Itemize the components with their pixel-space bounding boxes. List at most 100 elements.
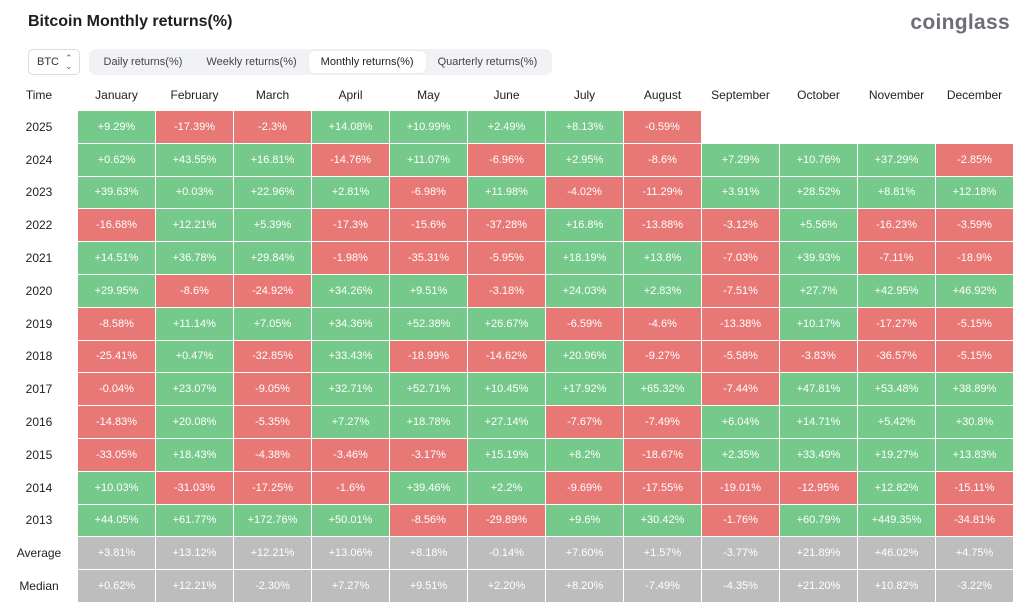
return-cell: -5.35% xyxy=(234,406,311,438)
return-cell: +2.95% xyxy=(546,143,623,176)
return-cell: +172.76% xyxy=(234,504,311,537)
return-cell: -3.83% xyxy=(780,340,857,373)
return-cell: -17.27% xyxy=(858,307,935,340)
return-cell: +11.14% xyxy=(156,307,233,340)
return-cell: -16.23% xyxy=(858,209,935,242)
return-cell: -18.99% xyxy=(390,340,467,373)
return-cell: +18.78% xyxy=(390,406,467,438)
asset-select[interactable]: BTC ⌃ ⌄ xyxy=(28,49,80,75)
column-header-may: May xyxy=(390,79,467,110)
summary-value-cell: -4.35% xyxy=(702,570,779,602)
return-cell: +10.03% xyxy=(78,471,155,504)
table-header-row: Time January February March April May June Jul… xyxy=(1,79,1013,110)
year-cell: 2016 xyxy=(1,406,77,438)
return-cell: -18.67% xyxy=(624,438,701,471)
table-row: 2022 -16.68% +12.21% +5.39% -17.3% -15.6% -37.… xyxy=(1,209,1013,242)
return-cell: -16.68% xyxy=(78,209,155,242)
table-row: 2023 +39.63% +0.03% +22.96% +2.81% -6.98% +11.… xyxy=(1,176,1013,209)
return-cell: -2.3% xyxy=(234,111,311,143)
return-cell: +23.07% xyxy=(156,373,233,406)
return-cell xyxy=(936,111,1013,143)
return-cell xyxy=(858,111,935,143)
return-cell: -33.05% xyxy=(78,438,155,471)
column-header-july: July xyxy=(546,79,623,110)
return-cell: -4.38% xyxy=(234,438,311,471)
summary-value-cell: +8.20% xyxy=(546,570,623,602)
tab-monthly-returns[interactable]: Monthly returns(%) xyxy=(308,51,426,73)
tab-daily-returns[interactable]: Daily returns(%) xyxy=(103,56,183,68)
summary-value-cell: -2.30% xyxy=(234,570,311,602)
return-cell xyxy=(702,111,779,143)
table-row: 2013 +44.05% +61.77% +172.76% +50.01% -8.56% -… xyxy=(1,504,1013,537)
return-cell: -6.96% xyxy=(468,143,545,176)
tab-weekly-returns[interactable]: Weekly returns(%) xyxy=(206,56,297,68)
table-body: 2025 +9.29% -17.39% -2.3% +14.08% +10.99% +2.4… xyxy=(1,111,1013,602)
return-cell: -7.44% xyxy=(702,373,779,406)
return-cell: +26.67% xyxy=(468,307,545,340)
return-cell: +34.36% xyxy=(312,307,389,340)
return-cell: -1.6% xyxy=(312,471,389,504)
return-cell: +0.47% xyxy=(156,340,233,373)
return-cell: -14.62% xyxy=(468,340,545,373)
summary-value-cell: -0.14% xyxy=(468,537,545,570)
year-cell: 2019 xyxy=(1,307,77,340)
return-cell: +2.81% xyxy=(312,176,389,209)
column-header-april: April xyxy=(312,79,389,110)
summary-value-cell: +2.20% xyxy=(468,570,545,602)
return-cell: +13.83% xyxy=(936,438,1013,471)
return-cell: +29.84% xyxy=(234,242,311,274)
summary-value-cell: +9.51% xyxy=(390,570,467,602)
year-cell: 2023 xyxy=(1,176,77,209)
summary-value-cell: +7.27% xyxy=(312,570,389,602)
summary-value-cell: -3.22% xyxy=(936,570,1013,602)
return-cell: +14.71% xyxy=(780,406,857,438)
column-header-june: June xyxy=(468,79,545,110)
return-cell: +2.35% xyxy=(702,438,779,471)
controls-bar: BTC ⌃ ⌄ Daily returns(%) Weekly returns(%… xyxy=(28,49,553,75)
return-cell: -6.98% xyxy=(390,176,467,209)
return-cell: +42.95% xyxy=(858,274,935,307)
return-cell: -11.29% xyxy=(624,176,701,209)
return-cell: -8.56% xyxy=(390,504,467,537)
table-row: 2016 -14.83% +20.08% -5.35% +7.27% +18.78% +27… xyxy=(1,406,1013,438)
return-cell: -12.95% xyxy=(780,471,857,504)
return-cell: -19.01% xyxy=(702,471,779,504)
return-cell: -3.46% xyxy=(312,438,389,471)
summary-label: Median xyxy=(1,570,77,602)
return-cell: +3.91% xyxy=(702,176,779,209)
return-cell: +2.49% xyxy=(468,111,545,143)
return-cell: +16.81% xyxy=(234,143,311,176)
summary-value-cell: +0.62% xyxy=(78,570,155,602)
year-cell: 2014 xyxy=(1,471,77,504)
return-cell: -18.9% xyxy=(936,242,1013,274)
tab-quarterly-returns[interactable]: Quarterly returns(%) xyxy=(437,56,538,68)
year-cell: 2015 xyxy=(1,438,77,471)
return-cell: +7.29% xyxy=(702,143,779,176)
return-cell: +43.55% xyxy=(156,143,233,176)
return-cell: +34.26% xyxy=(312,274,389,307)
return-cell: +13.8% xyxy=(624,242,701,274)
summary-label: Average xyxy=(1,537,77,570)
year-cell: 2024 xyxy=(1,143,77,176)
column-header-october: October xyxy=(780,79,857,110)
return-cell: +10.17% xyxy=(780,307,857,340)
summary-value-cell: +13.12% xyxy=(156,537,233,570)
return-cell: -6.59% xyxy=(546,307,623,340)
return-cell: +33.49% xyxy=(780,438,857,471)
summary-value-cell: -3.77% xyxy=(702,537,779,570)
return-cell: +9.29% xyxy=(78,111,155,143)
return-cell: +7.05% xyxy=(234,307,311,340)
table-row: 2014 +10.03% -31.03% -17.25% -1.6% +39.46% +2.… xyxy=(1,471,1013,504)
summary-value-cell: +21.89% xyxy=(780,537,857,570)
year-cell: 2025 xyxy=(1,111,77,143)
return-cell xyxy=(780,111,857,143)
return-cell: +52.38% xyxy=(390,307,467,340)
return-cell: -2.85% xyxy=(936,143,1013,176)
return-cell: +0.62% xyxy=(78,143,155,176)
summary-value-cell: +8.18% xyxy=(390,537,467,570)
table-row: 2017 -0.04% +23.07% -9.05% +32.71% +52.71% +10… xyxy=(1,373,1013,406)
return-cell: -3.17% xyxy=(390,438,467,471)
column-header-august: August xyxy=(624,79,701,110)
return-cell: +28.52% xyxy=(780,176,857,209)
return-cell: +33.43% xyxy=(312,340,389,373)
